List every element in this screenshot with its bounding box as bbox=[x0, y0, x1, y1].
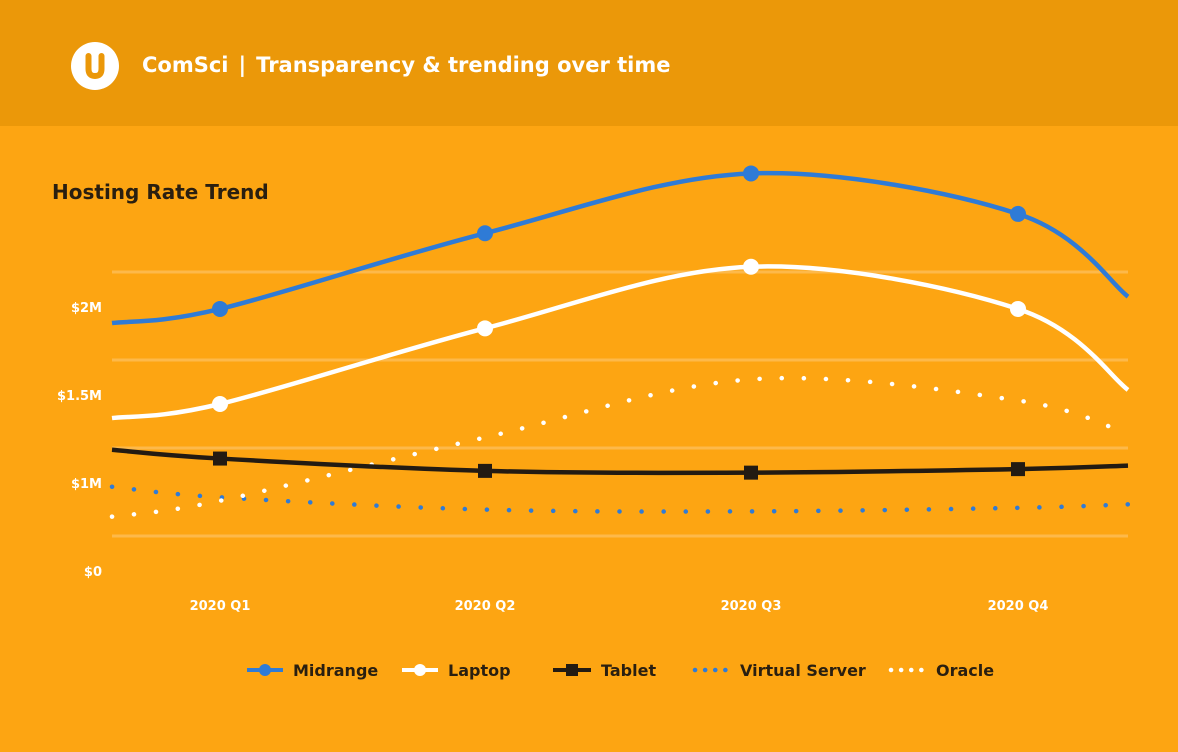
y-tick-label: $1.5M bbox=[57, 389, 102, 404]
legend-label-tablet: Tablet bbox=[601, 660, 657, 680]
data-point-tablet bbox=[213, 451, 227, 466]
x-tick-label: 2020 Q4 bbox=[988, 599, 1049, 614]
data-point-tablet bbox=[744, 465, 758, 480]
legend-label-laptop: Laptop bbox=[448, 660, 511, 680]
legend-swatch-midrange bbox=[247, 664, 283, 676]
data-point-laptop bbox=[477, 320, 493, 337]
chart-legend: Midrange Laptop Tablet Virtual Server Or… bbox=[0, 650, 1178, 690]
data-point-laptop bbox=[212, 396, 228, 412]
header-title: ComSci | Transparency & trending over time bbox=[142, 53, 671, 77]
series-line-virtual-server bbox=[109, 484, 1131, 514]
legend-item-midrange: Midrange bbox=[247, 660, 378, 680]
data-point-tablet bbox=[1011, 462, 1025, 477]
data-point-midrange bbox=[212, 300, 228, 317]
series-line-oracle bbox=[109, 375, 1131, 519]
data-point-laptop bbox=[743, 258, 759, 275]
brand-logo-icon bbox=[71, 42, 119, 90]
legend-label-virtual-server: Virtual Server bbox=[740, 660, 866, 680]
series-line-midrange bbox=[111, 170, 1130, 326]
header-band: ComSci | Transparency & trending over time bbox=[0, 0, 1178, 126]
series-line-laptop bbox=[111, 264, 1130, 421]
x-tick-label: 2020 Q1 bbox=[190, 599, 251, 614]
data-point-midrange bbox=[1010, 205, 1026, 222]
series-line-tablet bbox=[111, 447, 1129, 476]
legend-item-oracle: Oracle bbox=[888, 660, 994, 680]
legend-swatch-tablet bbox=[553, 664, 591, 676]
data-point-tablet bbox=[478, 463, 492, 478]
legend-swatch-laptop bbox=[402, 664, 438, 676]
header-subtitle: Transparency & trending over time bbox=[256, 53, 671, 77]
x-tick-label: 2020 Q3 bbox=[721, 599, 782, 614]
y-tick-label: $2M bbox=[71, 301, 102, 316]
legend-item-tablet: Tablet bbox=[553, 660, 656, 680]
data-point-midrange bbox=[743, 165, 759, 182]
legend-label-oracle: Oracle bbox=[936, 660, 995, 680]
x-tick-label: 2020 Q2 bbox=[455, 599, 516, 614]
legend-label-midrange: Midrange bbox=[293, 660, 379, 680]
brand-name: ComSci bbox=[142, 53, 229, 77]
legend-item-virtual-server: Virtual Server bbox=[692, 660, 866, 680]
data-point-midrange bbox=[477, 225, 493, 242]
y-tick-label: $0 bbox=[84, 565, 102, 580]
legend-swatch-oracle bbox=[888, 667, 926, 673]
chart-title: Hosting Rate Trend bbox=[52, 180, 269, 204]
header-separator: | bbox=[238, 53, 247, 77]
y-tick-label: $1M bbox=[71, 477, 102, 492]
legend-swatch-virtual-server bbox=[692, 667, 730, 673]
legend-item-laptop: Laptop bbox=[402, 660, 511, 680]
data-point-laptop bbox=[1010, 300, 1026, 317]
